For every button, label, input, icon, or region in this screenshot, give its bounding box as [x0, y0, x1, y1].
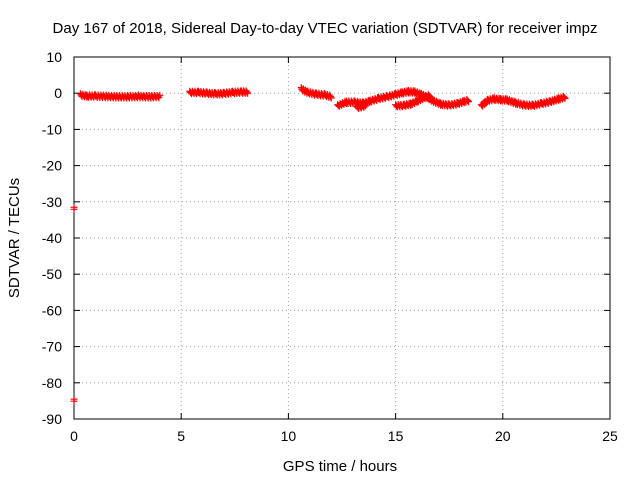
- y-tick-label: -40: [42, 230, 62, 246]
- y-tick-label: -20: [42, 158, 62, 174]
- axis-ticks: 10 0 -10 -20 -30 -40 -50 -60 -70 -80 -90 0 5 10 15 20 25: [42, 49, 618, 444]
- data-series-sdtvar: [70, 84, 569, 405]
- data-point: [362, 102, 370, 110]
- data-point: [243, 88, 251, 96]
- data-point: [70, 397, 78, 405]
- y-tick-label: -90: [42, 411, 62, 427]
- x-tick-label: 25: [602, 428, 618, 444]
- x-tick-label: 15: [388, 428, 404, 444]
- y-tick-label: -50: [42, 266, 62, 282]
- data-point: [326, 93, 334, 101]
- data-point: [561, 94, 569, 102]
- y-tick-label: 0: [54, 85, 62, 101]
- y-tick-label: -70: [42, 339, 62, 355]
- data-point: [426, 93, 434, 101]
- y-tick-label: -30: [42, 194, 62, 210]
- x-tick-label: 0: [70, 428, 78, 444]
- data-point: [464, 98, 472, 106]
- chart-title: Day 167 of 2018, Sidereal Day-to-day VTE…: [53, 20, 598, 37]
- grid-lines: [74, 57, 610, 419]
- data-point: [244, 89, 252, 97]
- y-axis-label: SDTVAR / TECUs: [6, 178, 23, 298]
- data-point: [464, 97, 472, 105]
- x-tick-label: 10: [281, 428, 297, 444]
- data-point: [560, 93, 568, 101]
- y-tick-label: -60: [42, 302, 62, 318]
- data-point: [425, 92, 433, 100]
- data-point: [361, 101, 369, 109]
- x-tick-label: 5: [177, 428, 185, 444]
- data-point: [70, 205, 78, 213]
- y-tick-label: 10: [46, 49, 62, 65]
- x-tick-label: 20: [495, 428, 511, 444]
- y-tick-label: -10: [42, 121, 62, 137]
- data-point: [327, 94, 335, 102]
- x-axis-label: GPS time / hours: [283, 458, 397, 475]
- data-point: [156, 91, 164, 99]
- y-tick-label: -80: [42, 375, 62, 391]
